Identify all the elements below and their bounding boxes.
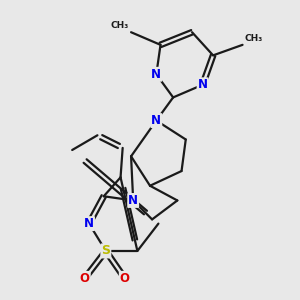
Text: N: N (151, 68, 161, 81)
Text: CH₃: CH₃ (111, 21, 129, 30)
Text: S: S (101, 244, 110, 257)
Text: CH₃: CH₃ (244, 34, 263, 43)
Text: N: N (128, 194, 138, 207)
Text: N: N (84, 217, 94, 230)
Text: N: N (198, 78, 208, 91)
Text: O: O (80, 272, 90, 285)
Text: O: O (120, 272, 130, 285)
Text: N: N (151, 114, 161, 127)
